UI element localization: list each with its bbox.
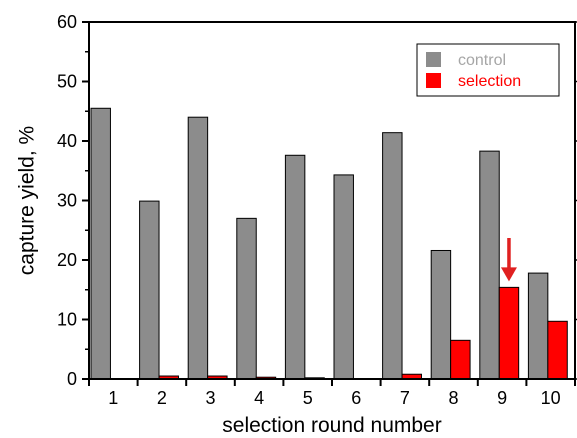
axes-layer: 0 10 20 30 40 50 60 1 2 3 4 5 6 7 8 9 10	[57, 12, 577, 408]
bar-control-round-9	[479, 150, 500, 380]
annotation-arrow-head	[500, 267, 517, 282]
bar-selection-round-10	[547, 320, 568, 380]
x-tick-label: 4	[254, 388, 264, 408]
y-tick-label: 50	[57, 72, 77, 92]
x-tick-label: 10	[541, 388, 561, 408]
y-axis-title: capture yield, %	[16, 126, 39, 275]
y-tick-label: 40	[57, 131, 77, 151]
x-tick-label: 5	[303, 388, 313, 408]
legend-label-selection: selection	[458, 73, 521, 90]
x-tick-label: 6	[351, 388, 361, 408]
x-tick-label: 9	[497, 388, 507, 408]
y-tick-label: 0	[67, 369, 77, 389]
y-tick-label: 20	[57, 250, 77, 270]
x-tick-label: 8	[448, 388, 458, 408]
bar-selection-round-8	[450, 339, 471, 380]
bar-control-round-3	[187, 116, 209, 380]
bar-control-round-4	[236, 217, 257, 380]
y-tick-label: 30	[57, 191, 77, 211]
x-tick-label: 3	[205, 388, 215, 408]
legend-swatch-selection	[426, 73, 441, 88]
x-tick-label: 1	[108, 388, 118, 408]
bar-control-round-2	[139, 200, 160, 380]
bar-control-round-10	[527, 272, 549, 380]
x-axis-title: selection round number	[222, 414, 441, 437]
legend: control selection	[416, 43, 560, 97]
bar-control-round-7	[382, 132, 403, 380]
bar-control-round-6	[333, 174, 354, 380]
y-tick-label: 60	[57, 12, 77, 32]
annotation-arrow	[500, 238, 517, 282]
x-tick-label: 7	[400, 388, 410, 408]
x-tick-label: 2	[157, 388, 167, 408]
y-tick-label: 10	[57, 310, 77, 330]
legend-swatch-control	[426, 52, 441, 67]
legend-label-control: control	[458, 52, 506, 69]
bar-control-round-5	[284, 154, 306, 380]
bar-selection-round-9	[498, 286, 520, 380]
bars-layer	[90, 107, 568, 380]
bar-control-round-1	[90, 107, 111, 380]
bar-control-round-8	[430, 249, 452, 380]
